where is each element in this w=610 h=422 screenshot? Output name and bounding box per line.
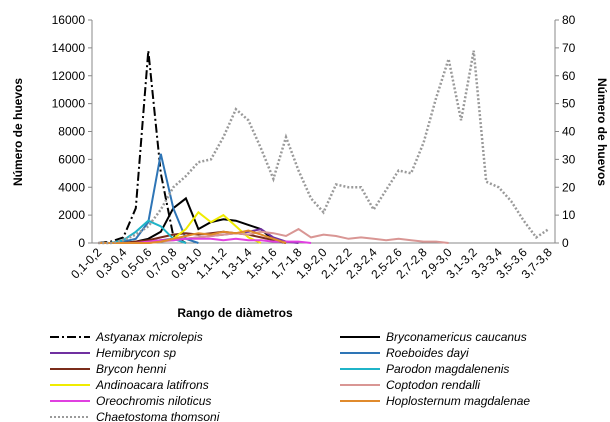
- y2-tick-label: 10: [562, 208, 576, 222]
- legend-label: Oreochromis niloticus: [96, 394, 211, 408]
- legend-label: Coptodon rendalli: [386, 378, 480, 392]
- y2-tick-label: 0: [562, 236, 569, 250]
- y-tick-label: 14000: [52, 41, 86, 55]
- y-tick-label: 8000: [58, 125, 85, 139]
- y-tick-label: 0: [78, 236, 85, 250]
- y-tick-label: 16000: [52, 13, 86, 27]
- legend-label: Bryconamericus caucanus: [386, 330, 527, 344]
- y-axis-title: Número de huevos: [11, 78, 25, 186]
- series-line: [98, 229, 287, 244]
- series-line: [98, 50, 550, 245]
- y-tick-label: 10000: [52, 97, 86, 111]
- series-line: [98, 153, 199, 244]
- y2-tick-label: 40: [562, 125, 576, 139]
- legend-label: Hemibrycon sp: [96, 346, 176, 360]
- legend-label: Andinoacara latifrons: [95, 378, 209, 392]
- legend-label: Parodon magdalenenis: [386, 362, 509, 376]
- y-tick-label: 4000: [58, 180, 85, 194]
- y2-tick-label: 30: [562, 152, 576, 166]
- legend-label: Hoplosternum magdalenae: [386, 394, 530, 408]
- y-tick-label: 2000: [58, 208, 85, 222]
- y2-tick-label: 60: [562, 69, 576, 83]
- y2-tick-label: 50: [562, 97, 576, 111]
- legend-label: Roeboides dayi: [386, 346, 469, 360]
- y-tick-label: 12000: [52, 69, 86, 83]
- series-line: [98, 50, 187, 244]
- y2-tick-label: 70: [562, 41, 576, 55]
- legend-label: Astyanax microlepis: [95, 330, 203, 344]
- x-axis-title: Rango de diàmetros: [177, 306, 293, 320]
- y2-tick-label: 20: [562, 180, 576, 194]
- y2-tick-label: 80: [562, 13, 576, 27]
- y-tick-label: 6000: [58, 152, 85, 166]
- legend-label: Brycon henni: [96, 362, 166, 376]
- legend-label: Chaetostoma thomsoni: [96, 410, 220, 422]
- y2-axis-title: Número de huevos: [595, 78, 609, 186]
